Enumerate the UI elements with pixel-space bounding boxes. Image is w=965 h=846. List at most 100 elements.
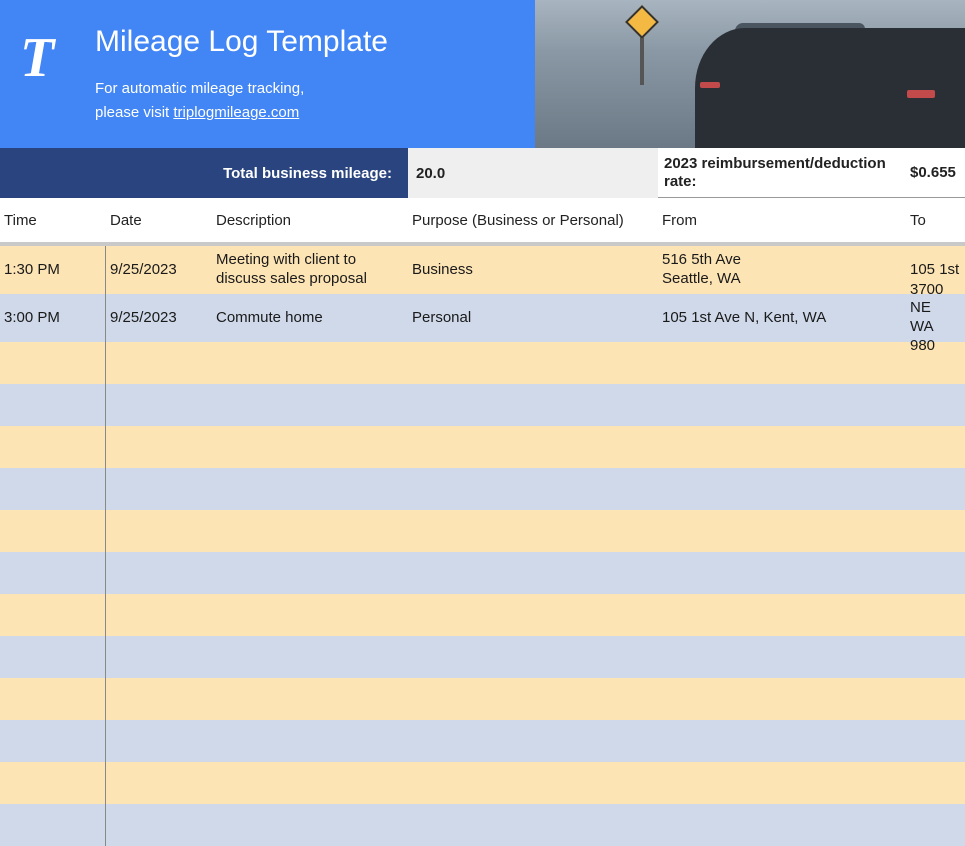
cell-purpose[interactable] [408,594,658,636]
cell-purpose[interactable] [408,804,658,846]
cell-from[interactable] [658,678,906,720]
cell-time[interactable] [0,510,106,552]
cell-from[interactable] [658,804,906,846]
cell-to[interactable] [906,552,965,594]
cell-time[interactable] [0,342,106,384]
cell-date[interactable] [106,636,212,678]
cell-to[interactable] [906,804,965,846]
cell-date[interactable] [106,468,212,510]
cell-to[interactable] [906,678,965,720]
cell-from[interactable] [658,762,906,804]
cell-description[interactable] [212,678,408,720]
cell-description[interactable] [212,342,408,384]
rate-label: 2023 reimbursement/deduction rate: [658,148,906,198]
cell-purpose[interactable] [408,426,658,468]
cell-to[interactable] [906,510,965,552]
cell-from[interactable] [658,468,906,510]
cell-description[interactable] [212,636,408,678]
col-header-to: To [906,198,965,242]
cell-description[interactable] [212,594,408,636]
cell-description[interactable]: Meeting with client to discuss sales pro… [212,246,408,294]
cell-purpose[interactable]: Personal [408,294,658,342]
cell-to[interactable] [906,384,965,426]
cell-from[interactable] [658,636,906,678]
cell-from[interactable]: 516 5th AveSeattle, WA [658,246,906,294]
cell-from[interactable] [658,426,906,468]
cell-date[interactable] [106,552,212,594]
cell-to[interactable] [906,594,965,636]
total-mileage-value: 20.0 [408,148,658,198]
cell-time[interactable] [0,552,106,594]
cell-description[interactable]: Commute home [212,294,408,342]
cell-purpose[interactable] [408,468,658,510]
cell-date[interactable] [106,426,212,468]
cell-purpose[interactable] [408,762,658,804]
header-photo [535,0,965,148]
cell-description[interactable] [212,552,408,594]
col-header-time: Time [0,198,106,242]
cell-from[interactable] [658,552,906,594]
cell-date[interactable]: 9/25/2023 [106,246,212,294]
cell-purpose[interactable] [408,636,658,678]
cell-date[interactable] [106,720,212,762]
cell-time[interactable]: 3:00 PM [0,294,106,342]
cell-description[interactable] [212,510,408,552]
cell-date[interactable] [106,342,212,384]
cell-date[interactable]: 9/25/2023 [106,294,212,342]
cell-from[interactable] [658,342,906,384]
cell-from[interactable] [658,510,906,552]
cell-to[interactable] [906,762,965,804]
table-row-empty [0,552,965,594]
cell-time[interactable] [0,384,106,426]
cell-purpose[interactable] [408,720,658,762]
cell-date[interactable] [106,510,212,552]
cell-time[interactable] [0,762,106,804]
cell-purpose[interactable] [408,552,658,594]
cell-to[interactable]: 3700 NEWA 980 [906,294,965,342]
cell-time[interactable] [0,804,106,846]
taillight-icon [907,90,935,98]
cell-from[interactable] [658,594,906,636]
road-sign-icon [625,5,659,39]
cell-description[interactable] [212,384,408,426]
col-header-from: From [658,198,906,242]
triplog-link[interactable]: triplogmileage.com [173,104,299,121]
table-row-empty [0,678,965,720]
cell-time[interactable] [0,468,106,510]
table-row: 3:00 PM9/25/2023Commute homePersonal105 … [0,294,965,342]
cell-date[interactable] [106,804,212,846]
cell-description[interactable] [212,804,408,846]
cell-description[interactable] [212,426,408,468]
cell-time[interactable] [0,678,106,720]
cell-purpose[interactable] [408,342,658,384]
cell-description[interactable] [212,468,408,510]
cell-date[interactable] [106,678,212,720]
cell-date[interactable] [106,594,212,636]
cell-from[interactable] [658,384,906,426]
cell-to[interactable] [906,426,965,468]
cell-purpose[interactable] [408,510,658,552]
cell-date[interactable] [106,384,212,426]
table-row-empty [0,426,965,468]
table-row-empty [0,342,965,384]
cell-date[interactable] [106,762,212,804]
cell-to[interactable] [906,636,965,678]
cell-purpose[interactable] [408,678,658,720]
cell-from[interactable] [658,720,906,762]
rate-value: $0.655 [906,148,965,198]
cell-description[interactable] [212,720,408,762]
cell-time[interactable] [0,636,106,678]
cell-purpose[interactable] [408,384,658,426]
cell-description[interactable] [212,762,408,804]
cell-to[interactable] [906,468,965,510]
col-header-date: Date [106,198,212,242]
cell-time[interactable] [0,594,106,636]
col-header-description: Description [212,198,408,242]
cell-time[interactable]: 1:30 PM [0,246,106,294]
cell-to[interactable] [906,720,965,762]
cell-time[interactable] [0,426,106,468]
cell-purpose[interactable]: Business [408,246,658,294]
cell-from[interactable]: 105 1st Ave N, Kent, WA [658,294,906,342]
cell-to[interactable] [906,342,965,384]
cell-time[interactable] [0,720,106,762]
